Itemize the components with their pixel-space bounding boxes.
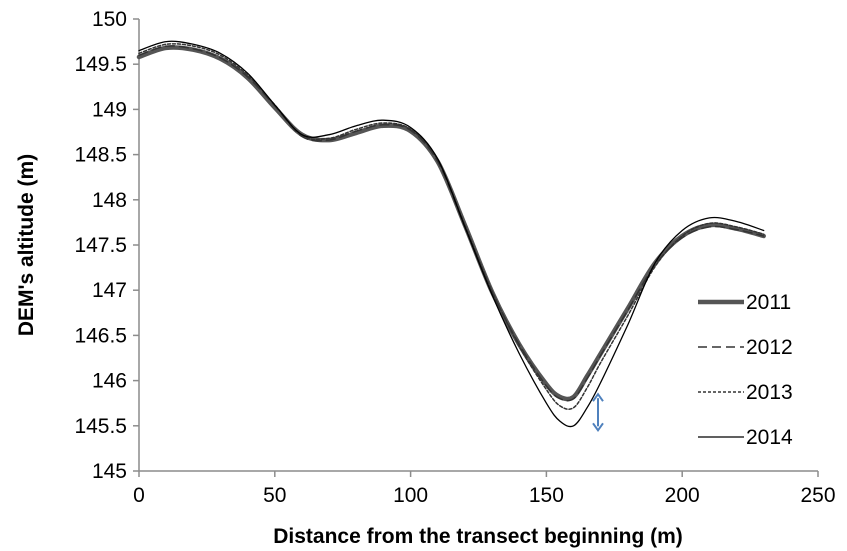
annotation-layer: [592, 392, 604, 433]
legend-label-2013: 2013: [746, 381, 793, 404]
x-tick-label: 150: [529, 484, 564, 507]
y-tick-label: 147: [92, 279, 127, 302]
axes: 145 145.5 146 146.5 147 147.5 148 148.5 149 149.5…: [74, 8, 835, 507]
x-tick-label: 0: [133, 484, 145, 507]
y-tick-label: 147.5: [74, 234, 127, 257]
series-line-2013: [138, 43, 765, 410]
y-tick-label: 146.5: [74, 324, 127, 347]
series-line-2014: [138, 40, 765, 428]
y-tick-label: 146: [92, 370, 127, 393]
legend: 2011 2012 2013 2014: [698, 291, 793, 449]
x-tick-label: 250: [800, 484, 835, 507]
x-tick-label: 200: [665, 484, 700, 507]
y-tick-label: 148: [92, 189, 127, 212]
y-tick-label: 148.5: [74, 144, 127, 167]
series-layer: [136, 40, 766, 428]
y-tick-label: 149: [92, 98, 127, 121]
difference-double-arrow: [592, 392, 604, 433]
y-tick-label: 150: [92, 8, 127, 31]
x-tick-label: 100: [393, 484, 428, 507]
y-tick-label: 145: [92, 460, 127, 483]
legend-label-2011: 2011: [746, 291, 791, 314]
series-line-2011: [136, 45, 766, 402]
y-tick-label: 149.5: [74, 53, 127, 76]
y-tick-label: 145.5: [74, 415, 127, 438]
x-axis-title: Distance from the transect beginning (m): [273, 525, 683, 548]
y-axis-title: DEM's altitude (m): [15, 154, 38, 336]
series-line-2012: [138, 45, 765, 402]
legend-label-2014: 2014: [746, 426, 793, 449]
legend-label-2012: 2012: [746, 336, 793, 359]
x-tick-label: 50: [263, 484, 286, 507]
